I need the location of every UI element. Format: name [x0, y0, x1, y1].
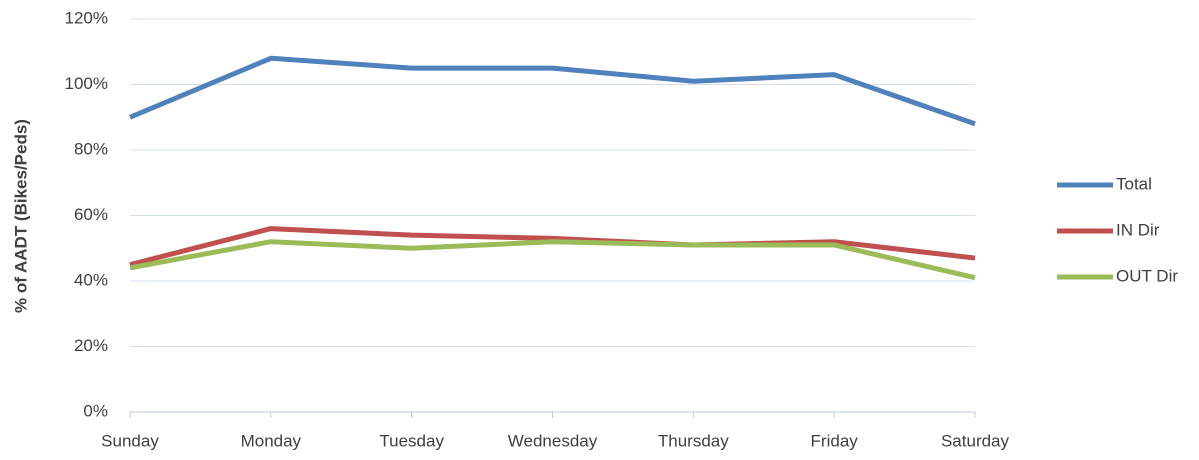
y-tick-label: 40% — [74, 270, 108, 289]
y-tick-label: 60% — [74, 205, 108, 224]
legend-label: Total — [1116, 174, 1152, 193]
y-tick-label: 20% — [74, 336, 108, 355]
x-tick-label: Sunday — [101, 431, 159, 450]
y-tick-label: 100% — [65, 74, 108, 93]
x-tick-label: Friday — [811, 431, 859, 450]
line-series — [129, 239, 976, 281]
x-tick-label: Wednesday — [508, 431, 598, 450]
x-tick-label: Tuesday — [379, 431, 444, 450]
legend-label: IN Dir — [1116, 220, 1160, 239]
x-tick-label: Monday — [241, 431, 302, 450]
x-tick-label: Thursday — [658, 431, 729, 450]
legend-label: OUT Dir — [1116, 266, 1178, 285]
y-tick-label: 0% — [83, 401, 108, 420]
y-tick-label: 120% — [65, 8, 108, 27]
y-axis-title: % of AADT (Bikes/Peds) — [11, 119, 30, 313]
line-series — [129, 55, 976, 127]
y-tick-label: 80% — [74, 139, 108, 158]
line-series — [129, 226, 976, 268]
x-tick-label: Saturday — [941, 431, 1010, 450]
